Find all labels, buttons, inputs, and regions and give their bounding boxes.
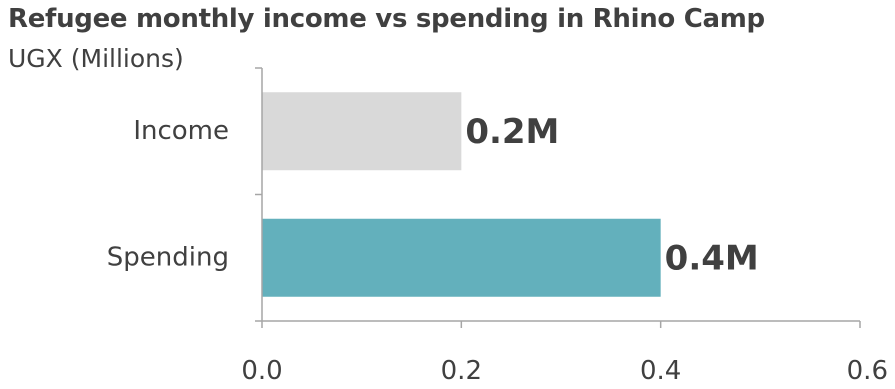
x-tick-label: 0.0	[241, 356, 282, 386]
category-label-spending: Spending	[107, 242, 229, 272]
chart-title: Refugee monthly income vs spending in Rh…	[8, 4, 765, 34]
category-label-income: Income	[133, 116, 229, 146]
bar-income	[262, 92, 462, 171]
chart-subtitle: UGX (Millions)	[8, 44, 184, 73]
bar-spending	[262, 218, 661, 297]
x-tick-label: 0.4	[640, 356, 681, 386]
x-tick-label: 0.6	[847, 356, 888, 386]
x-tick-label: 0.2	[441, 356, 482, 386]
data-label-spending: 0.4M	[665, 238, 759, 278]
bars-layer	[262, 92, 661, 297]
labels-layer: Income 0.2M Spending 0.4M 0.0 0.2 0.4 0.6	[107, 112, 888, 386]
axes-layer	[255, 67, 861, 328]
data-label-income: 0.2M	[465, 112, 559, 152]
